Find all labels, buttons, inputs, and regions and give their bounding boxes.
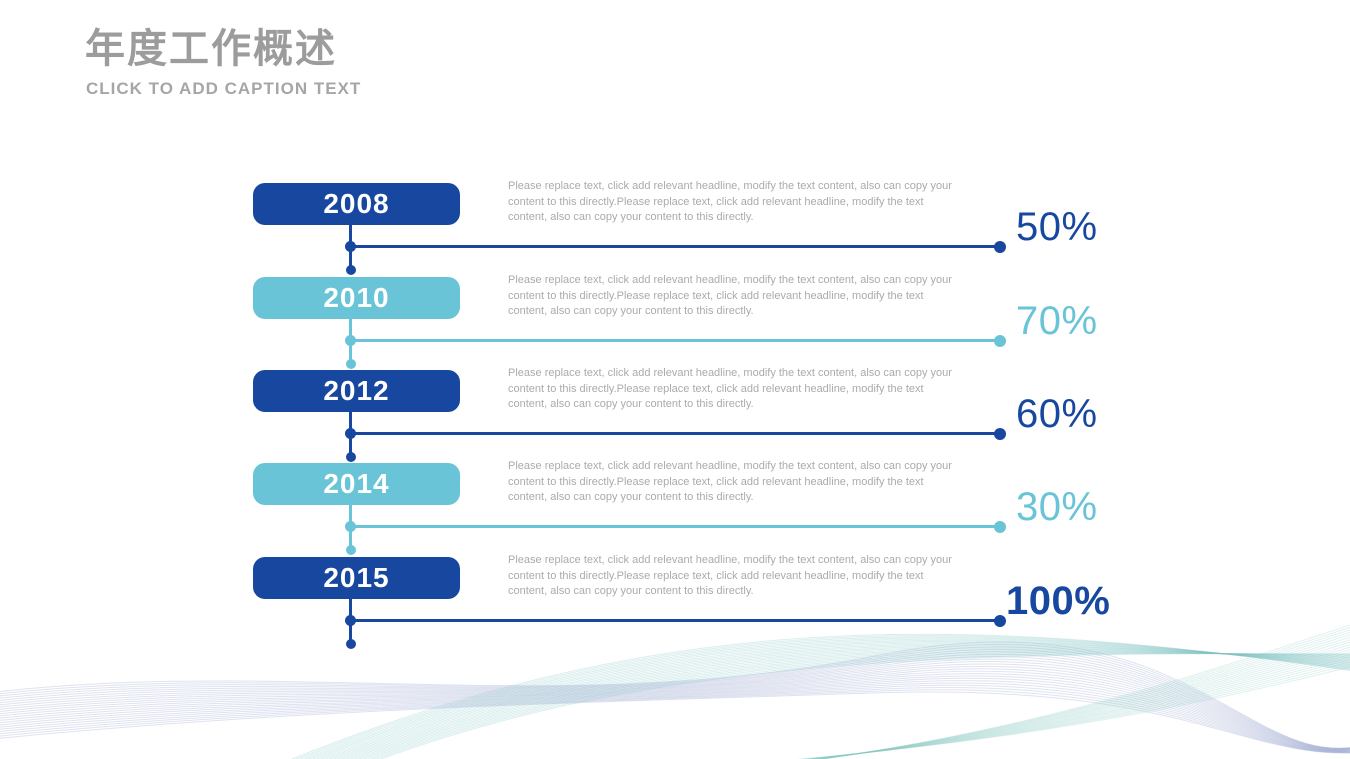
tail-dot [346, 452, 356, 462]
timeline-row: 2008 Please replace text, click add rele… [0, 180, 1350, 277]
placeholder-text: Please replace text, click add relevant … [508, 180, 952, 223]
tail-dot [346, 639, 356, 649]
placeholder-text: Please replace text, click add relevant … [508, 367, 952, 410]
year-badge: 2015 [253, 557, 460, 599]
year-badge: 2014 [253, 463, 460, 505]
percentage-label: 60% [1016, 392, 1098, 436]
percentage-label: 70% [1016, 299, 1098, 343]
timeline-row: 2010 Please replace text, click add rele… [0, 274, 1350, 371]
junction-dot [345, 521, 356, 532]
leader-line [351, 619, 997, 622]
year-badge: 2008 [253, 183, 460, 225]
placeholder-text: Please replace text, click add relevant … [508, 274, 952, 317]
tail-dot [346, 545, 356, 555]
leader-line [351, 245, 997, 248]
page-subtitle: CLICK TO ADD CAPTION TEXT [86, 79, 362, 98]
timeline-row: 2014 Please replace text, click add rele… [0, 460, 1350, 557]
year-badge: 2012 [253, 370, 460, 412]
placeholder-text: Please replace text, click add relevant … [508, 554, 952, 597]
junction-dot [345, 615, 356, 626]
percentage-label: 100% [1006, 579, 1111, 623]
leader-end-dot [994, 614, 1006, 627]
junction-dot [345, 428, 356, 439]
tail-dot [346, 359, 356, 369]
junction-dot [345, 241, 356, 252]
junction-dot [345, 335, 356, 346]
leader-line [351, 339, 997, 342]
leader-end-dot [994, 240, 1006, 253]
decorative-wave [0, 624, 1350, 759]
leader-line [351, 525, 997, 528]
leader-line [351, 432, 997, 435]
timeline-row: 2015 Please replace text, click add rele… [0, 554, 1350, 651]
percentage-label: 50% [1016, 205, 1098, 249]
tail-dot [346, 265, 356, 275]
percentage-label: 30% [1016, 485, 1098, 529]
placeholder-text: Please replace text, click add relevant … [508, 460, 952, 503]
leader-end-dot [994, 520, 1006, 533]
year-badge: 2010 [253, 277, 460, 319]
page-title: 年度工作概述 [85, 27, 337, 71]
leader-end-dot [994, 427, 1006, 440]
timeline-row: 2012 Please replace text, click add rele… [0, 367, 1350, 464]
leader-end-dot [994, 334, 1006, 347]
